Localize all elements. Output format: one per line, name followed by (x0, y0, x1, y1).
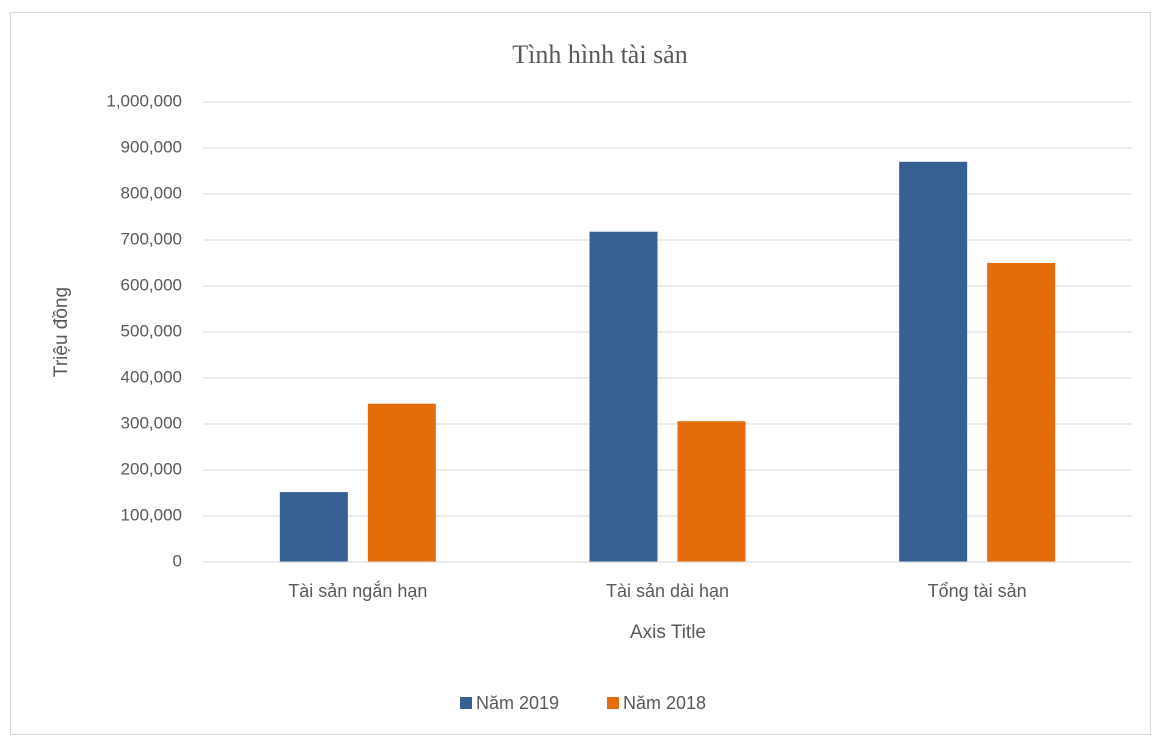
bar (987, 263, 1056, 562)
legend-label: Năm 2019 (476, 693, 559, 713)
x-tick-label: Tài sản ngắn hạn (288, 580, 427, 601)
y-tick-label: 300,000 (121, 413, 182, 432)
bar (589, 231, 658, 562)
chart-title: Tình hình tài sản (512, 40, 687, 69)
y-tick-label: 600,000 (121, 275, 182, 294)
legend-swatch (460, 697, 472, 709)
x-tick-label: Tài sản dài hạn (606, 581, 729, 601)
y-tick-label: 100,000 (121, 505, 182, 524)
y-axis-title: Triệu đồng (51, 287, 72, 377)
y-tick-label: 700,000 (121, 229, 182, 248)
x-axis-title: Axis Title (630, 622, 706, 643)
y-tick-label: 800,000 (121, 183, 182, 202)
bar (677, 421, 746, 562)
y-tick-label: 1,000,000 (106, 91, 182, 110)
y-tick-label: 0 (173, 551, 182, 570)
y-tick-label: 500,000 (121, 321, 182, 340)
bar (899, 161, 968, 563)
y-tick-label: 200,000 (121, 459, 182, 478)
x-tick-label: Tổng tài sản (928, 581, 1027, 601)
y-tick-label: 900,000 (121, 137, 182, 156)
legend-label: Năm 2018 (623, 693, 706, 713)
bar (367, 403, 436, 562)
bar (279, 492, 348, 562)
legend-swatch (607, 697, 619, 709)
y-tick-label: 400,000 (121, 367, 182, 386)
